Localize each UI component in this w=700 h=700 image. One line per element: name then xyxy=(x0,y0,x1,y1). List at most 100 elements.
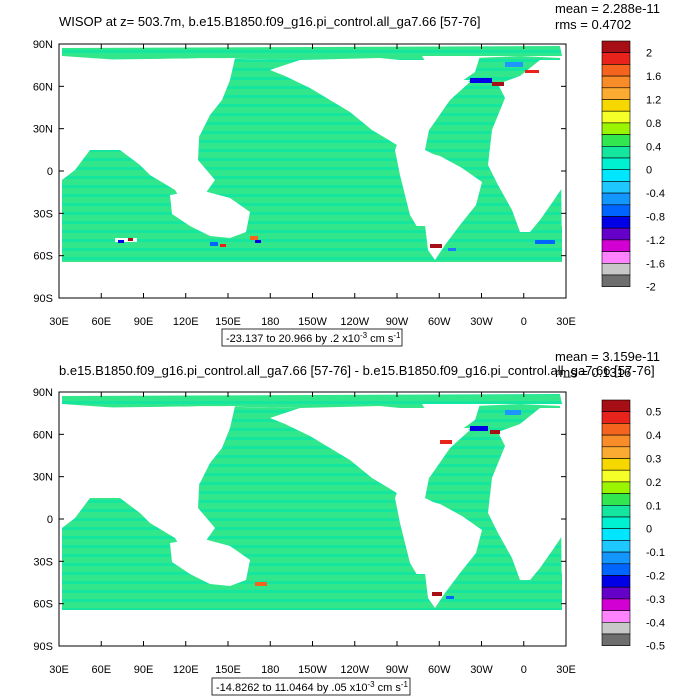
panel-top-range-label: -23.137 to 20.966 by .2 x10-3 cm s-1 xyxy=(221,328,403,347)
colorbar-swatch xyxy=(601,110,631,124)
y-tick-label: 30N xyxy=(33,124,53,136)
panel-top-map xyxy=(59,44,566,298)
x-tick-label: 90W xyxy=(386,316,409,328)
land-eurasia-west-b xyxy=(62,406,235,496)
colorbar-swatch xyxy=(601,446,631,459)
colorbar-level-label: 0.3 xyxy=(646,454,661,466)
land-greenland xyxy=(422,56,480,84)
colorbar-swatch xyxy=(601,192,631,206)
x-tick-label: 90E xyxy=(134,664,154,676)
colorbar-swatch xyxy=(601,204,631,217)
colorbar-swatch xyxy=(601,169,631,182)
panel-bottom: b.e15.B1850.f09_g16.pi_control.all_ga7.6… xyxy=(33,349,665,696)
colorbar-level-label: 0.4 xyxy=(646,141,661,153)
range-bottom-exp2: -1 xyxy=(401,680,409,689)
x-tick-label: 180 xyxy=(261,316,279,328)
colorbar-swatch xyxy=(601,516,631,529)
range-bottom-suffix: cm s xyxy=(375,682,402,694)
colorbar-swatch xyxy=(601,504,631,518)
panel-top-title: WISOP at z= 503.7m, b.e15.B1850.f09_g16.… xyxy=(59,14,480,29)
x-tick-label: 30E xyxy=(49,664,69,676)
colorbar-swatch xyxy=(601,134,631,147)
y-tick-label: 90N xyxy=(33,387,53,399)
anomaly-spots-b xyxy=(255,410,521,599)
panel-top-mean: mean = 2.288e-11 xyxy=(555,1,660,16)
panel-bottom-map xyxy=(59,392,566,646)
colorbar-swatch xyxy=(601,633,631,646)
y-tick-label: 0 xyxy=(47,166,53,178)
colorbar-swatch xyxy=(601,458,631,471)
y-tick-label: 90S xyxy=(33,293,53,305)
x-tick-label: 30E xyxy=(49,316,69,328)
colorbar-swatch xyxy=(601,469,631,483)
x-tick-label: 30E xyxy=(556,664,576,676)
colorbar-swatch xyxy=(601,621,631,635)
colorbar-level-label: 1.6 xyxy=(646,71,661,83)
x-tick-label: 30E xyxy=(556,316,576,328)
colorbar-level-label: -0.5 xyxy=(646,641,665,653)
y-tick-label: 30S xyxy=(33,556,53,568)
colorbar-swatch xyxy=(601,563,631,576)
ocean-southern xyxy=(62,226,562,262)
colorbar-level-label: -0.4 xyxy=(646,188,665,200)
colorbar-swatch xyxy=(601,75,631,89)
colorbar-level-label: 0 xyxy=(646,165,652,177)
colorbar-level-label: -0.3 xyxy=(646,594,665,606)
range-top-suffix: cm s xyxy=(367,333,394,345)
colorbar-swatch xyxy=(601,423,631,436)
colorbar-swatch xyxy=(601,87,631,100)
colorbar-level-label: 0.5 xyxy=(646,407,661,419)
panel-bottom-y-axis: 90N 60N 30N 0 30S 60S 90S xyxy=(33,387,566,653)
panel-top-x-axis: 30E 60E 90E 120E 150E 180 150W 120W 90W 60W 30W 0 30… xyxy=(49,44,576,328)
colorbar-level-label: -0.2 xyxy=(646,571,665,583)
colorbar-swatch xyxy=(601,528,631,541)
colorbar-swatch xyxy=(601,262,631,276)
land-africa-b xyxy=(488,446,566,580)
y-tick-label: 60S xyxy=(33,599,53,611)
x-tick-label: 60E xyxy=(91,316,111,328)
colorbar-level-label: 2 xyxy=(646,48,652,60)
anomaly-spots xyxy=(115,62,555,251)
colorbar-swatch xyxy=(601,181,631,194)
x-tick-label: 120W xyxy=(340,664,369,676)
x-tick-label: 0 xyxy=(521,316,527,328)
colorbar-swatch xyxy=(601,575,631,588)
colorbar-swatch xyxy=(601,40,631,53)
colorbar-level-label: 0.2 xyxy=(646,477,661,489)
x-tick-label: 150W xyxy=(298,316,327,328)
panel-bottom-rms: rms = 0.1316 xyxy=(555,365,631,380)
colorbar-swatch xyxy=(601,52,631,65)
colorbar-level-label: -1.2 xyxy=(646,235,665,247)
colorbar-swatch xyxy=(601,64,631,77)
land-indonesia xyxy=(150,162,200,186)
colorbar-level-label: -2 xyxy=(646,282,656,294)
land-antarctica-b xyxy=(59,610,566,646)
y-tick-label: 90S xyxy=(33,641,53,653)
range-top-exp: -3 xyxy=(360,331,368,340)
y-tick-label: 60N xyxy=(33,81,53,93)
colorbar-level-label: -0.1 xyxy=(646,547,665,559)
x-tick-label: 120W xyxy=(340,316,369,328)
x-tick-label: 60W xyxy=(428,664,451,676)
x-tick-label: 150E xyxy=(215,664,241,676)
colorbar-swatch xyxy=(601,610,631,623)
colorbar-level-label: -0.8 xyxy=(646,212,665,224)
x-tick-label: 90E xyxy=(134,316,154,328)
panel-bottom-colorbar: 0.5 0.4 0.3 0.2 0.1 0 -0.1 -0.2 -0.3 -0.4 -0.5 xyxy=(601,399,665,653)
colorbar-swatch xyxy=(601,540,631,553)
colorbar-swatch xyxy=(601,157,631,170)
range-top-exp2: -1 xyxy=(393,331,401,340)
x-tick-label: 150W xyxy=(298,664,327,676)
svg-text:-14.8262 to 11.0464 by .05 x10: -14.8262 to 11.0464 by .05 x10-3 cm s-1 xyxy=(216,680,409,694)
colorbar-swatch xyxy=(601,216,631,229)
colorbar-swatch xyxy=(601,598,631,611)
x-tick-label: 90W xyxy=(386,664,409,676)
x-tick-label: 0 xyxy=(521,664,527,676)
panel-bottom-title: b.e15.B1850.f09_g16.pi_control.all_ga7.6… xyxy=(59,363,655,378)
y-tick-label: 60S xyxy=(33,251,53,263)
land-north-america xyxy=(270,60,470,150)
colorbar-level-label: 0.4 xyxy=(646,430,661,442)
colorbar-level-label: -0.4 xyxy=(646,617,665,629)
land-south-america xyxy=(405,150,482,260)
colorbar-swatch xyxy=(601,251,631,264)
